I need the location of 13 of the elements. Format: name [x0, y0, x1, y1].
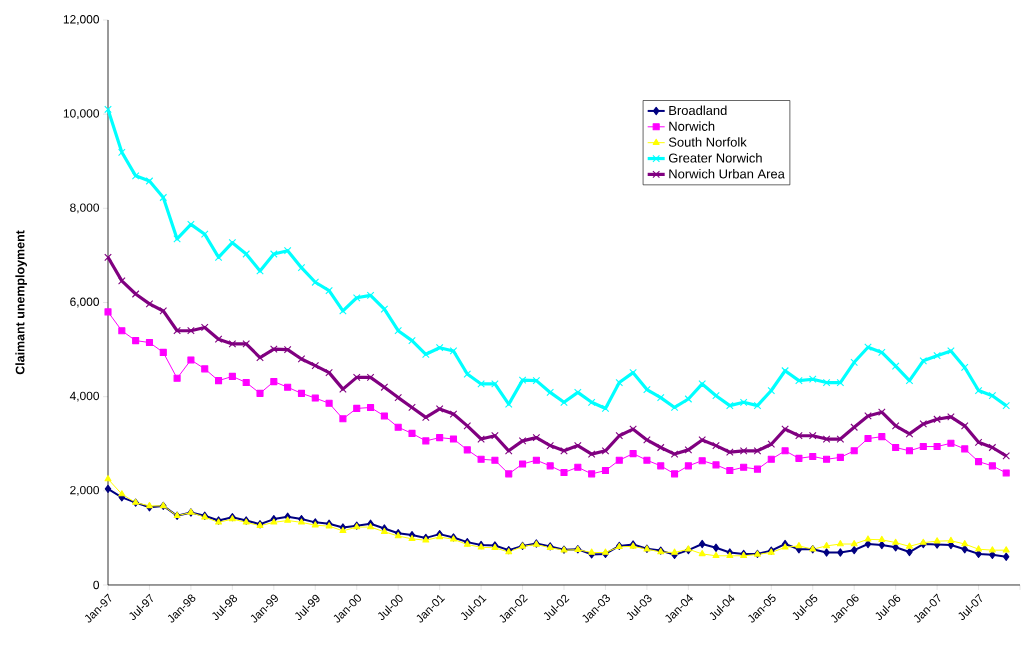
y-tick-label: 10,000	[63, 109, 100, 120]
y-tick-label: 0	[93, 580, 100, 590]
y-tick-label: 4,000	[69, 391, 100, 402]
y-axis-title: Claimant unemployment	[15, 230, 27, 375]
y-tick-label: 12,000	[63, 15, 100, 25]
legend-label: Broadland	[669, 105, 727, 116]
legend-label: Norwich	[669, 121, 715, 131]
legend-label: South Norfolk	[668, 137, 747, 147]
legend-label: Greater Norwich	[668, 153, 762, 163]
y-tick-label: 2,000	[70, 485, 100, 496]
y-tick-label: 6,000	[70, 297, 100, 308]
y-tick-label: 8,000	[70, 203, 100, 214]
legend-label: Norwich Urban Area	[669, 168, 785, 179]
